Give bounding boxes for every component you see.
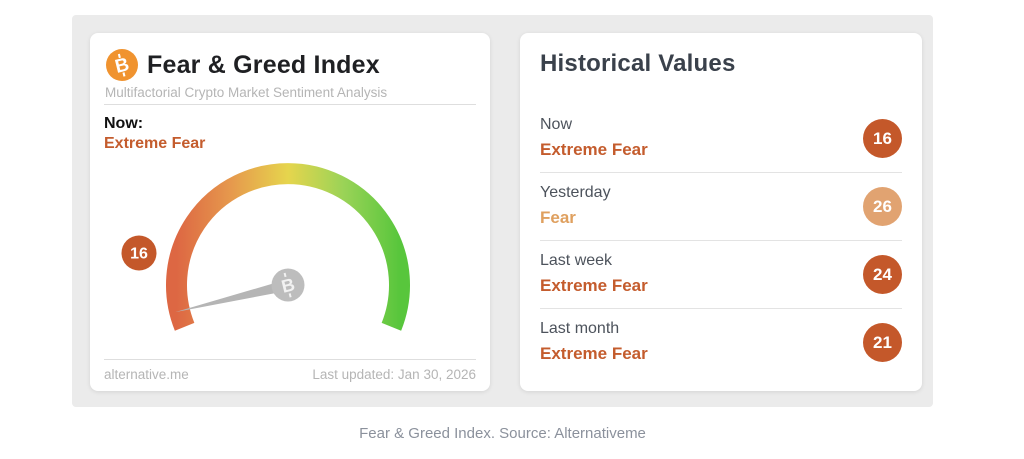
history-value-badge: 16 xyxy=(863,119,902,158)
gauge-card-title: Fear & Greed Index xyxy=(147,50,380,79)
history-row-last-month: Last month Extreme Fear 21 xyxy=(540,309,902,376)
history-row-text: Now Extreme Fear xyxy=(540,115,648,162)
footer-divider xyxy=(104,359,476,360)
hub-bitcoin-icon: B xyxy=(279,272,297,298)
figure-caption: Fear & Greed Index. Source: Alternativem… xyxy=(359,425,646,442)
gauge-needle xyxy=(175,279,290,313)
widget-panel: B Fear & Greed Index Multifactorial Cryp… xyxy=(72,15,933,407)
history-row-yesterday: Yesterday Fear 26 xyxy=(540,173,902,241)
history-classification: Extreme Fear xyxy=(540,140,648,159)
history-classification: Extreme Fear xyxy=(540,344,648,363)
fear-greed-gauge-card: B Fear & Greed Index Multifactorial Cryp… xyxy=(90,33,490,391)
historical-values-card: Historical Values Now Extreme Fear 16 Ye… xyxy=(520,33,922,391)
gauge-needle-hub xyxy=(271,268,305,302)
history-period-label: Last week xyxy=(540,252,613,269)
gauge-card-header: B Fear & Greed Index xyxy=(106,49,380,81)
gauge-value: 16 xyxy=(130,246,148,263)
history-row-text: Last week Extreme Fear xyxy=(540,251,648,298)
history-value-badge: 26 xyxy=(863,187,902,226)
historical-values-title: Historical Values xyxy=(540,50,736,77)
header-divider xyxy=(104,104,476,105)
source-link[interactable]: alternative.me xyxy=(104,367,189,382)
sentiment-gauge: B 16 xyxy=(121,163,410,331)
gauge-card-footer: alternative.me Last updated: Jan 30, 202… xyxy=(104,367,476,382)
svg-text:B: B xyxy=(113,54,131,78)
gauge-value-badge xyxy=(121,235,157,271)
history-row-last-week: Last week Extreme Fear 24 xyxy=(540,241,902,309)
history-value-badge: 24 xyxy=(863,255,902,294)
now-classification: Extreme Fear xyxy=(104,135,206,152)
history-row-text: Last month Extreme Fear xyxy=(540,319,648,366)
last-updated-text: Last updated: Jan 30, 2026 xyxy=(312,367,476,382)
gauge-card-subtitle: Multifactorial Crypto Market Sentiment A… xyxy=(105,85,388,100)
historical-values-list: Now Extreme Fear 16 Yesterday Fear 26 La… xyxy=(540,105,902,376)
history-row-now: Now Extreme Fear 16 xyxy=(540,105,902,173)
history-classification: Extreme Fear xyxy=(540,276,648,295)
history-classification: Fear xyxy=(540,208,576,227)
history-period-label: Last month xyxy=(540,320,620,337)
history-period-label: Now xyxy=(540,116,573,133)
history-period-label: Yesterday xyxy=(540,184,611,201)
gauge-arc xyxy=(166,163,410,331)
svg-text:B: B xyxy=(279,274,296,297)
bitcoin-icon: B xyxy=(106,49,138,81)
history-row-text: Yesterday Fear xyxy=(540,183,611,230)
history-value-badge: 21 xyxy=(863,323,902,362)
now-label: Now: xyxy=(104,115,144,132)
